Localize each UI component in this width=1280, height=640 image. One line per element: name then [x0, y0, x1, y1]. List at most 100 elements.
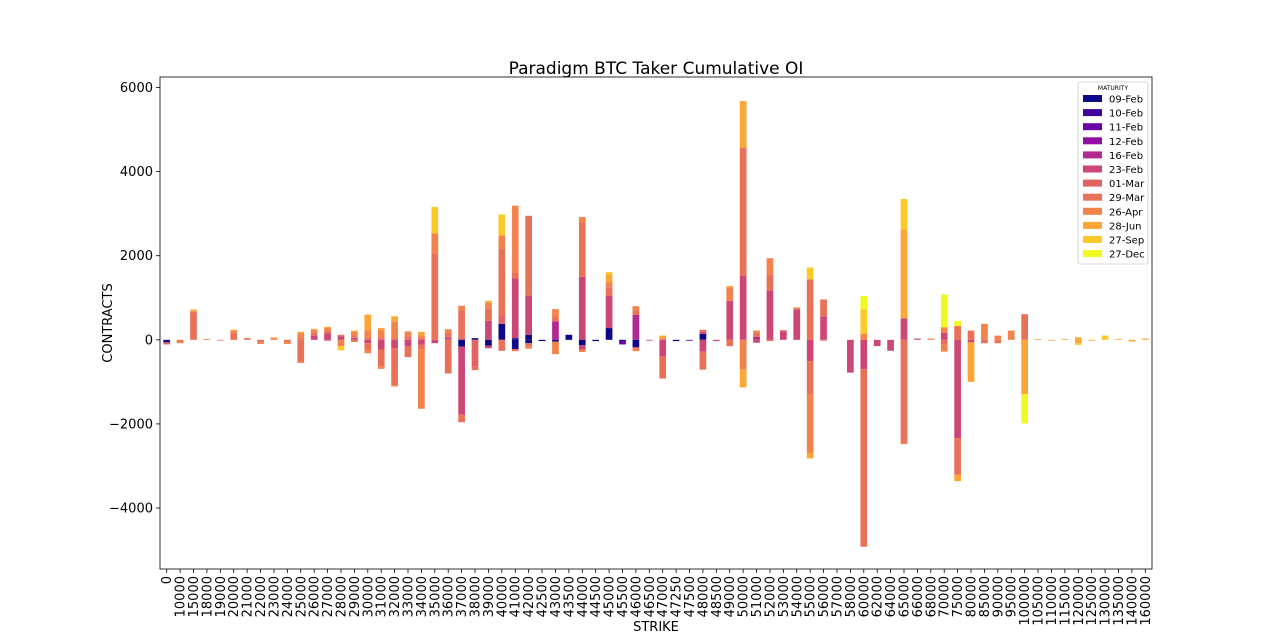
bar-segment-52000-29-Mar: [766, 274, 774, 291]
bar-segment-33000-29-Mar: [404, 336, 412, 340]
x-tick-label: 27000: [321, 576, 336, 617]
x-tick-label: 44000: [576, 576, 591, 617]
bar-segment-56000-29-Mar: [820, 299, 827, 317]
bar-segment-36000-26-Apr: [444, 329, 452, 334]
x-tick-label: 30000: [361, 576, 376, 617]
bar-segment-39000-23-Feb: [485, 320, 492, 340]
x-tick-label: 20000: [227, 576, 242, 617]
bar-segment-27000-23-Feb: [324, 333, 331, 340]
x-tick-label: 65000: [898, 576, 913, 617]
bar-segment-43000-29-Mar: [552, 317, 559, 322]
legend-items: 09-Feb 10-Feb 11-Feb 12-Feb 16-Feb 23-Feb 01-M…: [1083, 95, 1145, 261]
x-tick-label: 29000: [348, 576, 363, 617]
bar-segment-30000-26-Apr: [364, 349, 372, 354]
bar-segment-75000-29-Mar: [954, 325, 961, 340]
bar-segment-64000-23-Feb: [887, 339, 894, 351]
x-tick-label: 40000: [495, 576, 510, 617]
bar-segment-34000-26-Apr: [418, 335, 425, 339]
x-tick-label: 42000: [522, 576, 537, 617]
legend-label-27-Dec: 27-Dec: [1109, 250, 1145, 261]
bar-segment-47000-28-Jun: [659, 335, 667, 339]
bar-segment-75000-28-Jun: [954, 474, 961, 482]
x-tick-label: 75000: [951, 576, 966, 617]
bar-segment-15000-29-Mar: [190, 312, 197, 340]
bar-segment-47000-29-Mar: [659, 356, 667, 379]
bar-segment-23000-26-Apr: [270, 338, 278, 340]
bar-segment-34000-26-Apr: [418, 349, 425, 409]
bar-segment-30000-23-Feb: [364, 339, 372, 344]
bar-segment-55000-26-Apr: [806, 394, 814, 453]
legend-label-26-Apr: 26-Apr: [1109, 207, 1143, 218]
bar-segment-41000-09-Feb: [511, 339, 519, 350]
bar-segment-135000-28-Jun: [1115, 338, 1122, 340]
bar-segment-66000-23-Feb: [914, 338, 921, 340]
bar-segment-25000-28-Jun: [297, 331, 305, 334]
legend-label-23-Feb: 23-Feb: [1109, 165, 1143, 176]
bar-segment-46000-26-Apr: [632, 306, 640, 311]
legend-swatch-28-Jun: [1083, 221, 1102, 229]
x-tick-label: 54000: [790, 576, 805, 617]
legend-label-28-Jun: 28-Jun: [1109, 221, 1142, 232]
x-tick-label: 38000: [469, 576, 484, 617]
bar-segment-85000-26-Apr: [981, 323, 988, 339]
bar-segment-44000-23-Feb: [578, 345, 586, 350]
bar-segment-29000-26-Apr: [351, 331, 358, 337]
bar-segment-60000-26-Apr: [860, 333, 868, 340]
x-tick-label: 57000: [830, 576, 845, 617]
x-tick-label: 140000: [1125, 576, 1140, 626]
x-tick-label: 15000: [187, 576, 202, 617]
x-tick-label: 53000: [777, 576, 792, 617]
x-tick-label: 125000: [1085, 576, 1100, 626]
bar-segment-100000-27-Dec: [1021, 394, 1028, 424]
bar-segment-115000-28-Jun: [1061, 338, 1069, 340]
bar-segment-44500-09-Feb: [592, 339, 600, 342]
bar-segment-52000-26-Apr: [766, 258, 774, 275]
bar-segment-65000-26-Apr: [900, 442, 908, 445]
bar-segment-34000-01-Mar: [418, 338, 425, 340]
bar-segment-22000-29-Mar: [257, 339, 264, 343]
x-tick-label: 66000: [911, 576, 926, 617]
bar-segment-30000-29-Mar: [364, 343, 372, 350]
bar-segment-90000-26-Apr: [994, 335, 1002, 340]
x-tick-label: 42500: [536, 576, 551, 617]
bar-segment-40000-29-Mar: [498, 339, 506, 351]
bar-segment-56000-23-Feb: [820, 316, 827, 340]
x-tick-label: 49000: [723, 576, 738, 617]
x-tick-label: 56000: [817, 576, 832, 617]
bar-segment-45500-09-Feb: [619, 339, 626, 342]
bar-segment-29000-28-Jun: [351, 330, 358, 332]
legend-label-12-Feb: 12-Feb: [1109, 137, 1143, 148]
bar-segment-60000-27-Dec: [860, 296, 868, 310]
bar-segment-34000-29-Mar: [418, 344, 425, 350]
bar-segment-45000-29-Mar: [605, 287, 613, 296]
x-tick-label: 130000: [1099, 576, 1114, 626]
bar-segment-54000-26-Apr: [793, 307, 801, 310]
legend-label-16-Feb: 16-Feb: [1109, 151, 1143, 162]
bar-segment-37000-26-Apr: [458, 305, 465, 310]
bar-segment-60000-27-Sep: [860, 309, 868, 334]
bar-segment-32000-23-Feb: [391, 339, 398, 349]
bar-segment-40000-26-Apr: [498, 235, 506, 249]
x-tick-label: 90000: [991, 576, 1006, 617]
x-tick-label: 60000: [857, 576, 872, 617]
bar-segment-55000-29-Mar: [806, 279, 814, 340]
bar-segment-37000-09-Feb: [458, 339, 465, 347]
bar-segment-26000-29-Mar: [310, 332, 318, 336]
x-tick-label: 64000: [884, 576, 899, 617]
bar-segment-47000-26-Apr: [659, 338, 667, 340]
x-axis: 0100001500018000190002000021000220002300…: [160, 569, 1154, 626]
x-tick-label: 26000: [308, 576, 323, 617]
x-tick-label: 70000: [938, 576, 953, 617]
bar-segment-75000-27-Dec: [954, 320, 961, 326]
bar-segment-50000-29-Mar: [739, 148, 747, 276]
bar-segment-10000-29-Mar: [176, 339, 184, 342]
bar-segment-27000-28-Jun: [324, 326, 331, 328]
x-tick-label: 33000: [402, 576, 417, 617]
x-tick-label: 120000: [1072, 576, 1087, 626]
bar-segment-130000-27-Sep: [1101, 335, 1109, 340]
bar-segment-36000-29-Mar: [444, 339, 452, 374]
bar-segment-110000-28-Jun: [1048, 339, 1055, 341]
x-tick-label: 44500: [589, 576, 604, 617]
x-tick-label: 32000: [388, 576, 403, 617]
bar-segment-20000-28-Jun: [230, 329, 238, 331]
